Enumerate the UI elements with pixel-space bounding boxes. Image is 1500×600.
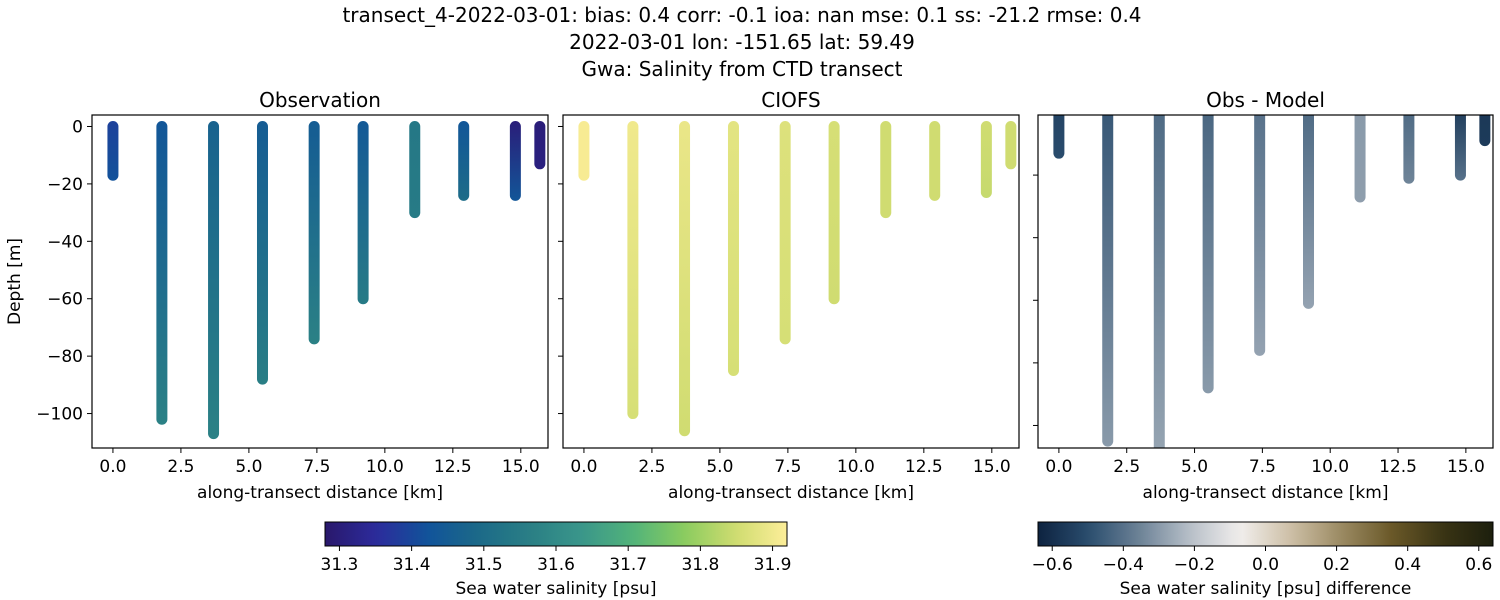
- x-tick-label: 10.0: [837, 457, 875, 477]
- x-tick-label: 7.5: [303, 457, 330, 477]
- profile-column: [627, 120, 639, 420]
- colorbar-tick-label: 31.5: [465, 555, 503, 575]
- colorbar-tick-label: 31.8: [681, 555, 719, 575]
- profile-column: [929, 120, 941, 201]
- panel-title: Observation: [259, 88, 381, 112]
- x-tick-label: 2.5: [167, 457, 194, 477]
- y-tick-label: −60: [47, 290, 83, 310]
- profile-column: [1403, 115, 1415, 184]
- colorbar-tick-label: −0.6: [1032, 555, 1073, 575]
- axes-frame: [562, 114, 1020, 449]
- profile-column: [1354, 115, 1366, 203]
- profile-column: [156, 120, 168, 425]
- profile-column: [534, 120, 546, 170]
- colorbar-tick-label: −0.4: [1103, 555, 1144, 575]
- x-tick-label: 10.0: [1311, 457, 1349, 477]
- profile-column: [509, 120, 521, 201]
- colorbar-tick-label: −0.2: [1174, 555, 1215, 575]
- colorbar-tick-label: 31.4: [393, 555, 431, 575]
- axes-frame: [1037, 114, 1494, 449]
- profile-column: [727, 120, 739, 376]
- colorbar-tick-label: 0.6: [1465, 555, 1492, 575]
- y-tick-label: 0: [72, 117, 83, 137]
- profile-column: [1479, 115, 1491, 147]
- profile-column: [458, 120, 470, 201]
- x-tick-label: 7.5: [1249, 457, 1276, 477]
- profile-column: [1053, 115, 1065, 159]
- profile-column: [107, 120, 119, 181]
- x-tick-label: 5.0: [235, 457, 262, 477]
- colorbar-tick-label: 31.3: [321, 555, 359, 575]
- profile-column: [980, 120, 992, 199]
- x-tick-label: 15.0: [502, 457, 540, 477]
- profile-column: [828, 120, 840, 305]
- profile-column: [779, 120, 791, 345]
- x-tick-label: 12.5: [1379, 457, 1417, 477]
- profile-column: [1005, 120, 1017, 170]
- x-tick-label: 5.0: [1181, 457, 1208, 477]
- x-tick-label: 15.0: [1447, 457, 1485, 477]
- colorbar-tick-label: 31.7: [609, 555, 647, 575]
- profile-column: [208, 120, 220, 440]
- x-tick-label: 2.5: [638, 457, 665, 477]
- y-tick-label: −20: [47, 175, 83, 195]
- title-line-1: transect_4-2022-03-01: bias: 0.4 corr: -…: [342, 3, 1141, 27]
- colorbar-tick-label: 0.2: [1323, 555, 1350, 575]
- profile-column: [1153, 115, 1165, 448]
- x-axis-label: along-transect distance [km]: [197, 483, 443, 503]
- profile-column: [1454, 115, 1466, 181]
- x-tick-label: 0.0: [99, 457, 126, 477]
- x-tick-label: 12.5: [434, 457, 472, 477]
- title-line-3: Gwa: Salinity from CTD transect: [582, 57, 903, 81]
- axes-frame: [91, 114, 549, 449]
- profile-column: [1102, 115, 1114, 447]
- panel-title: Obs - Model: [1206, 88, 1325, 112]
- y-tick-label: −40: [47, 232, 83, 252]
- x-axis-label: along-transect distance [km]: [1143, 483, 1389, 503]
- profile-column: [679, 120, 691, 437]
- profile-column: [578, 120, 590, 181]
- y-tick-label: −80: [47, 347, 83, 367]
- profiles-0: [107, 120, 546, 440]
- profile-column: [308, 120, 320, 345]
- y-tick-label: −100: [36, 405, 83, 425]
- profiles-1: [578, 120, 1017, 437]
- colorbar-label: Sea water salinity [psu] difference: [1120, 579, 1412, 599]
- profile-column: [880, 120, 892, 219]
- profile-column: [1254, 115, 1266, 356]
- x-tick-label: 0.0: [570, 457, 597, 477]
- profile-column: [357, 120, 369, 305]
- profile-column: [256, 120, 268, 385]
- x-tick-label: 10.0: [366, 457, 404, 477]
- profile-column: [1202, 115, 1214, 394]
- colorbar-tick-label: 0.0: [1252, 555, 1279, 575]
- x-tick-label: 2.5: [1113, 457, 1140, 477]
- panel-title: CIOFS: [761, 88, 820, 112]
- colorbar-tick-label: 31.9: [754, 555, 792, 575]
- x-tick-label: 5.0: [706, 457, 733, 477]
- colorbar-haline: [324, 521, 788, 547]
- x-axis-label: along-transect distance [km]: [668, 483, 914, 503]
- x-tick-label: 15.0: [973, 457, 1011, 477]
- colorbar-label: Sea water salinity [psu]: [456, 579, 657, 599]
- y-axis-label: Depth [m]: [5, 238, 25, 325]
- title-line-2: 2022-03-01 lon: -151.65 lat: 59.49: [569, 30, 915, 54]
- colorbar-tick-label: 31.6: [537, 555, 575, 575]
- x-tick-label: 0.0: [1045, 457, 1072, 477]
- colorbar-balance: [1037, 521, 1494, 547]
- profiles-2: [1053, 115, 1491, 448]
- profile-column: [1303, 115, 1315, 309]
- x-tick-label: 12.5: [905, 457, 943, 477]
- colorbar-tick-label: 0.4: [1394, 555, 1421, 575]
- x-tick-label: 7.5: [774, 457, 801, 477]
- profile-column: [409, 120, 421, 219]
